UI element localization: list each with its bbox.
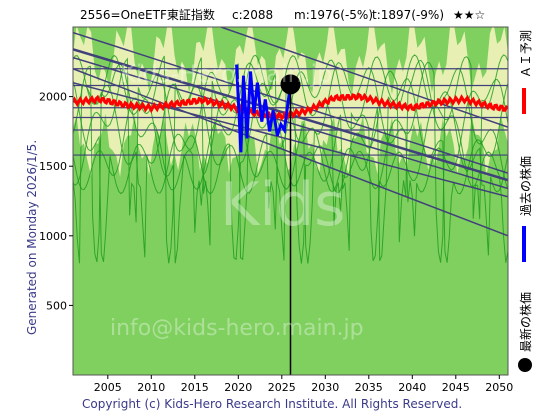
watermark-url: Kids-Hero.main.jp — [120, 60, 332, 88]
legend-label-latest: 最新の株価 — [518, 292, 533, 352]
x-tick-label: 2045 — [442, 381, 470, 394]
m-value: m:1976(-5%) — [294, 8, 373, 22]
t-value: t:1897(-9%) — [372, 8, 444, 22]
rating-stars: ★★☆ — [453, 8, 485, 22]
y-tick-label: 1500 — [39, 160, 67, 173]
x-tick-label: 2050 — [485, 381, 513, 394]
x-tick-label: 2030 — [311, 381, 339, 394]
watermark-kids: Kids — [220, 170, 345, 240]
x-tick-label: 2020 — [224, 381, 252, 394]
current-value: c:2088 — [232, 8, 273, 22]
trend-line — [220, 27, 508, 128]
x-tick-label: 2040 — [398, 381, 426, 394]
generated-date-label: Generated on Monday 2026/1/5. — [25, 140, 39, 335]
watermark-email: info@kids-hero.main.jp — [110, 316, 364, 341]
x-tick-label: 2015 — [181, 381, 209, 394]
legend-item-latest: 最新の株価 — [518, 292, 533, 372]
legend-item-past: 過去の株価 — [518, 156, 533, 262]
copyright: Copyright (c) Kids-Hero Research Institu… — [82, 397, 462, 411]
plot-frame — [72, 26, 509, 376]
x-tick-label: 2005 — [94, 381, 122, 394]
plot-area: Kids-Hero.main.jp Kids info@kids-hero.ma… — [73, 27, 508, 375]
legend-label-past: 過去の株価 — [518, 156, 533, 216]
x-tick-label: 2035 — [355, 381, 383, 394]
ticker-title: 2556=OneETF東証指数 — [80, 7, 215, 22]
past-price-line — [235, 64, 292, 153]
legend-dot-latest — [518, 358, 532, 372]
x-tick-label: 2010 — [137, 381, 165, 394]
latest-price-dot — [280, 74, 301, 95]
legend-label-ai: ＡＩ予測 — [519, 30, 533, 78]
y-tick-label: 2000 — [39, 91, 67, 104]
x-axis: 2005 2010 2015 2020 2025 2030 2035 2040 2045 2050 — [94, 375, 513, 394]
y-axis: 500 1000 1500 2000 — [39, 91, 73, 312]
y-tick-label: 500 — [46, 299, 67, 312]
y-tick-label: 1000 — [39, 230, 67, 243]
legend: ＡＩ予測 過去の株価 最新の株価 — [518, 30, 533, 372]
x-tick-label: 2025 — [268, 381, 296, 394]
legend-item-ai: ＡＩ予測 — [519, 30, 533, 114]
